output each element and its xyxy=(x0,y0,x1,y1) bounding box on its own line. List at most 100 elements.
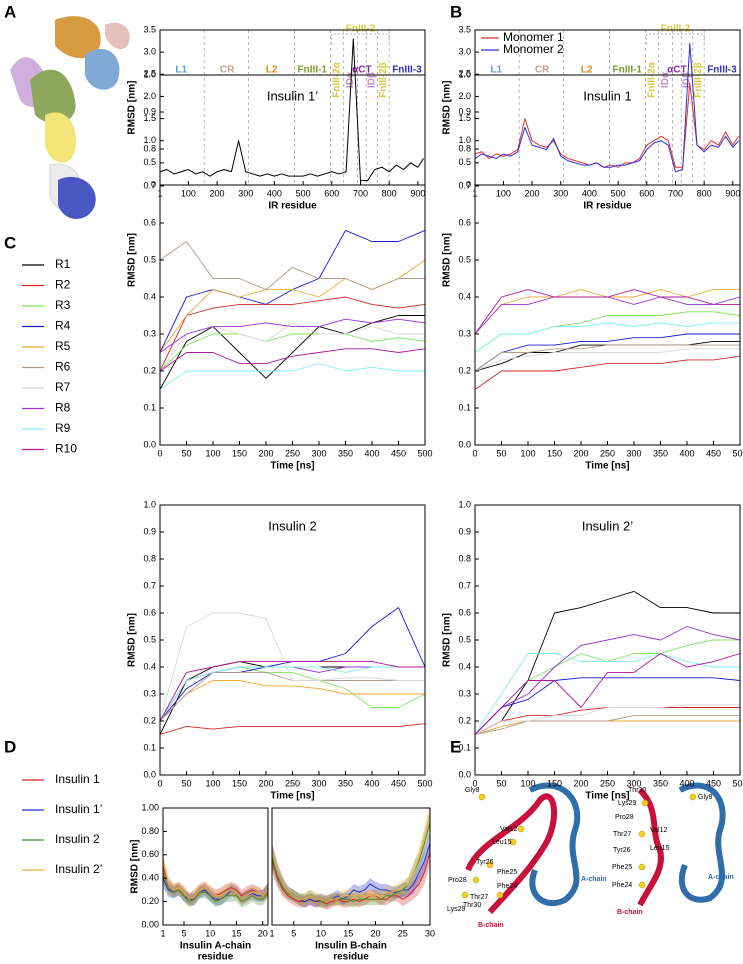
x-tick-label: 500 xyxy=(417,778,432,788)
y-tick-label: 0.1 xyxy=(458,742,471,752)
x-tick-label: 400 xyxy=(582,188,597,198)
residue-label: Lys29 xyxy=(618,800,637,807)
x-tick-label: 1 xyxy=(160,928,165,938)
protein-structure xyxy=(10,16,130,219)
data-line xyxy=(474,322,740,353)
x-tick-label: 700 xyxy=(668,188,683,198)
x-tick-label: 350 xyxy=(653,448,668,458)
x-tick-label: 100 xyxy=(520,448,535,458)
residue-sphere xyxy=(486,861,494,869)
y-axis-label: RMSD [nm] xyxy=(127,233,138,287)
panel-label: C xyxy=(4,233,16,252)
y-tick-label: 0.5 xyxy=(458,254,471,264)
y-axis-label: RMSD [nm] xyxy=(442,81,453,135)
y-tick-label: 0 xyxy=(151,179,156,189)
domain xyxy=(85,49,120,90)
insulin-left: Gly8 Val12 Leu15 Tyr26 Phe25 Phe24 Pro28… xyxy=(447,782,607,929)
y-tick-label: 1.0 xyxy=(143,135,156,145)
y-tick-label: 1.0 xyxy=(458,135,471,145)
y-tick-label: 0.80 xyxy=(141,826,159,836)
data-line xyxy=(474,289,740,335)
residue-label: Leu15 xyxy=(650,845,670,852)
x-axis-label: Insulin A-chain xyxy=(180,941,251,952)
domain xyxy=(55,16,101,59)
chain-label: A-chain xyxy=(708,874,734,881)
y-tick-label: 0.5 xyxy=(458,634,471,644)
y-tick-label: 0.8 xyxy=(143,553,156,563)
y-tick-label: 0.2 xyxy=(143,715,156,725)
residue-label: Tyr26 xyxy=(476,859,494,866)
y-tick-label: 0.4 xyxy=(458,661,471,671)
y-tick-label: 2.5 xyxy=(143,69,156,79)
y-tick-label: 0.40 xyxy=(141,873,159,883)
x-tick-label: 450 xyxy=(706,448,721,458)
error-band xyxy=(272,810,430,908)
residue-sphere xyxy=(689,793,697,801)
x-tick-label: 5 xyxy=(181,928,186,938)
data-line xyxy=(159,666,425,722)
data-line xyxy=(159,723,426,735)
x-tick-label: 250 xyxy=(285,448,300,458)
error-band xyxy=(163,851,268,906)
x-tick-label: 350 xyxy=(653,778,668,788)
region-label: FnIII-2β xyxy=(378,62,389,98)
residue-label: Val12 xyxy=(500,826,517,833)
legend-label: Monomer 2 xyxy=(503,42,564,56)
chart: 0 50 100 150 200 250 300 350 400 450 500 0.0 0.1 0.2 0… xyxy=(442,69,743,471)
x-tick-label: 10 xyxy=(316,928,326,938)
bracket-label: FnIII-2 xyxy=(661,24,691,35)
data-line xyxy=(159,241,425,291)
residue-sphere xyxy=(638,881,646,889)
x-tick-label: 800 xyxy=(382,188,397,198)
y-axis-label: RMSD [nm] xyxy=(127,613,138,667)
residue-sphere xyxy=(638,863,646,871)
y-tick-label: 3.0 xyxy=(143,47,156,57)
region-label: FnIII-2α xyxy=(332,61,343,97)
x-tick-label: 100 xyxy=(520,778,535,788)
residue-label: Tyr26 xyxy=(613,847,631,854)
x-tick-label: 450 xyxy=(391,778,406,788)
region-label: FnIII-1 xyxy=(298,65,328,76)
data-line xyxy=(162,872,269,903)
y-tick-label: 0.7 xyxy=(143,580,156,590)
residue-label: Pro28 xyxy=(448,877,467,884)
y-tick-label: 0.7 xyxy=(458,180,471,190)
y-tick-label: 0.6 xyxy=(143,217,156,227)
x-tick-label: 20 xyxy=(258,928,268,938)
x-tick-label: 400 xyxy=(364,448,379,458)
residue-label: Gly8 xyxy=(465,787,480,794)
region-label: FnIII-2α xyxy=(647,61,658,97)
chart: 0 50 100 150 200 250 300 350 400 450 500 0.0 0.1 0.2 0… xyxy=(442,499,743,801)
legend-label: R3 xyxy=(55,298,71,312)
region-label: IDβ xyxy=(682,72,693,88)
x-tick-label: 450 xyxy=(706,778,721,788)
y-tick-label: 2.5 xyxy=(458,69,471,79)
x-tick-label: 200 xyxy=(258,778,273,788)
x-tick-label: 450 xyxy=(391,448,406,458)
residue-sphere xyxy=(509,838,517,846)
x-tick-label: 200 xyxy=(573,778,588,788)
residue-sphere xyxy=(641,799,649,807)
error-band xyxy=(272,831,430,908)
x-tick-label: 200 xyxy=(210,188,225,198)
residue-label: Pro28 xyxy=(615,814,634,821)
a-chain-ribbon xyxy=(528,782,581,907)
legend-label: R7 xyxy=(55,380,71,394)
x-tick-label: 900 xyxy=(725,188,740,198)
legend-label: R1 xyxy=(55,257,71,271)
data-line xyxy=(474,715,740,735)
y-tick-label: 0.4 xyxy=(458,291,471,301)
x-tick-label: 200 xyxy=(573,448,588,458)
x-tick-label: 20 xyxy=(371,928,381,938)
residue-label: Thr30 xyxy=(463,902,481,909)
x-tick-label: 15 xyxy=(343,928,353,938)
y-tick-label: 0.2 xyxy=(458,715,471,725)
x-tick-label: 500 xyxy=(417,448,432,458)
legend-label: Insulin 2’ xyxy=(55,862,102,876)
x-axis-label: residue xyxy=(333,952,369,963)
x-tick-label: 30 xyxy=(425,928,435,938)
domain xyxy=(105,22,130,50)
y-tick-label: 1.0 xyxy=(143,69,156,79)
x-axis-label: Time [ns] xyxy=(585,791,629,802)
